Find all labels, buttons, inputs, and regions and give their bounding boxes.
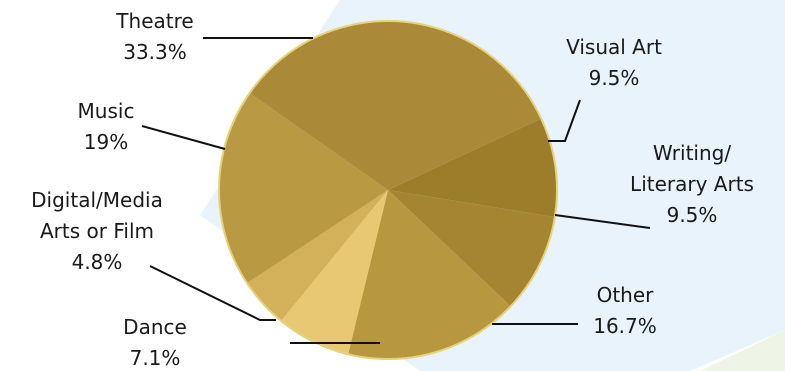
pie-slice-other [348,190,511,360]
slice-name-label: Theatre [115,9,193,33]
slice-label-visual-art: Visual Art 9.5% [566,35,662,90]
slice-label-writing-literary-arts: Writing/Literary Arts 9.5% [630,141,754,227]
slice-label-digital-media-arts-or-film: Digital/Media Arts or Film 4.8% [31,188,163,274]
pie-slice-digital-media-arts-or-film [247,190,388,321]
slice-label-music: Music 19% [78,99,135,154]
pie-slice-writing-literary-arts [388,190,555,307]
slice-label-theatre: Theatre 33.3% [115,9,193,64]
pie-slice-dance [281,190,388,355]
leader-lines [141,37,651,344]
slice-name-label: Literary Arts [630,172,754,196]
slice-name-label: Visual Art [566,35,662,59]
slice-name-label: Dance [123,315,187,339]
pie-slice-music [218,93,388,284]
slice-value-label: 4.8% [72,250,123,274]
leader-line-music [141,125,226,150]
pie-slices [218,20,558,360]
leader-line-digital-media-arts-or-film [149,265,276,321]
slice-value-label: 9.5% [589,66,640,90]
slice-label-dance: Dance 7.1% [123,315,187,370]
leader-line-writing-literary-arts [554,214,651,229]
slice-value-label: 33.3% [123,40,187,64]
pie-slice-theatre [249,20,542,191]
slice-name-label: Other [597,283,655,307]
slice-name-label: Music [78,99,135,123]
slice-label-other: Other 16.7% [593,283,657,338]
slice-value-label: 7.1% [130,346,181,370]
slice-name-label: Digital/Media [31,188,163,212]
background-green-corner [700,330,785,371]
slice-value-label: 19% [84,130,128,154]
slice-value-label: 16.7% [593,314,657,338]
pie-outline [218,20,558,360]
slice-name-label: Writing/ [653,141,731,165]
leader-line-visual-art [548,99,581,142]
slice-value-label: 9.5% [667,203,718,227]
pie-slice-visual-art [388,118,558,218]
slice-name-label: Arts or Film [40,219,154,243]
slice-labels: Visual Art 9.5% Writing/Literary Arts 9.5% O… [31,9,754,370]
